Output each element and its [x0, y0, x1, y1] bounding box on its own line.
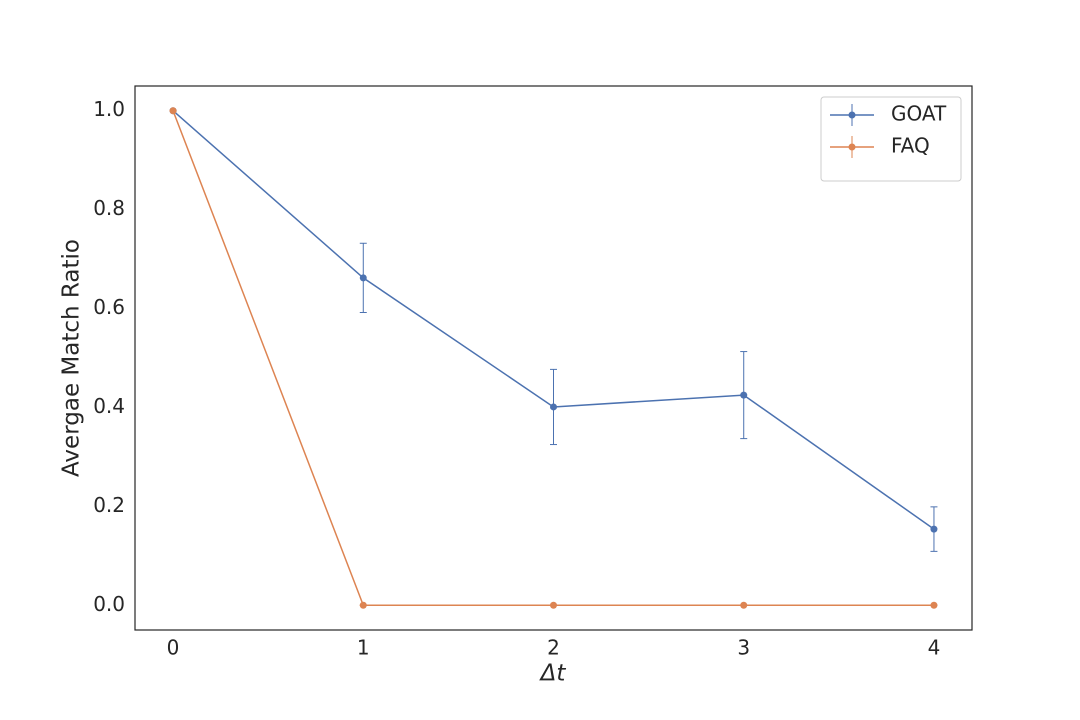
legend-marker	[848, 143, 856, 151]
series-line	[172, 110, 935, 530]
y-tick-label: 0.2	[93, 493, 125, 517]
y-axis-label: Avergae Match Ratio	[59, 239, 85, 477]
data-point	[359, 601, 367, 609]
legend-box	[820, 96, 962, 182]
data-point	[550, 403, 557, 411]
data-point	[550, 601, 557, 609]
x-tick-label: 0	[167, 636, 180, 660]
data-point	[740, 601, 748, 609]
x-tick-label: 3	[737, 636, 750, 660]
x-axis-label: Δt	[539, 661, 567, 687]
legend-marker	[848, 111, 856, 119]
data-point	[930, 525, 938, 533]
plot-frame	[134, 85, 973, 631]
data-point	[930, 601, 938, 609]
x-tick-label: 1	[357, 636, 370, 660]
y-tick-label: 0.0	[93, 592, 125, 616]
y-tick-label: 0.4	[93, 394, 125, 418]
y-tick-label: 1.0	[93, 97, 125, 121]
legend-label: GOAT	[891, 102, 947, 126]
series-line	[172, 110, 934, 607]
data-point	[169, 107, 177, 115]
data-point	[359, 274, 367, 282]
x-tick-label: 4	[928, 636, 941, 660]
data-point	[740, 391, 748, 399]
x-tick-label: 2	[547, 636, 560, 660]
legend-label: FAQ	[891, 134, 930, 158]
y-tick-label: 0.8	[93, 196, 125, 220]
y-tick-label: 0.6	[93, 295, 125, 319]
